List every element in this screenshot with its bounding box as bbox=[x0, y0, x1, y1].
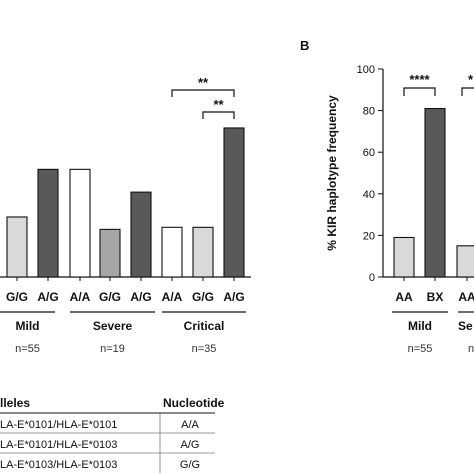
panel-a-chart: G/G A/G Mild n=55 A/A G/G A/G Severe n=19 A/A G/G A… bbox=[0, 75, 251, 355]
group-n-label: n=35 bbox=[192, 343, 217, 355]
significance-bracket bbox=[171, 89, 235, 97]
group-n-label: n=19 bbox=[100, 343, 125, 355]
significance-bracket bbox=[461, 87, 474, 96]
bar bbox=[424, 107, 446, 278]
category-label: G/G bbox=[99, 290, 121, 304]
allele-table: lleles Nucleotide LA-E*0101/HLA-E*0101 A… bbox=[0, 396, 225, 473]
table-row-1-alleles: LA-E*0101/HLA-E*0101 bbox=[0, 419, 117, 431]
group-label: Se bbox=[458, 319, 473, 333]
category-label: A/G bbox=[223, 290, 244, 304]
bar bbox=[223, 127, 245, 278]
significance-bracket bbox=[202, 111, 235, 119]
y-tick-label: 20 bbox=[363, 230, 375, 242]
y-tick-label: 0 bbox=[369, 272, 375, 284]
group-label: Mild bbox=[16, 319, 40, 333]
significance-label: * bbox=[468, 72, 474, 87]
category-label: A/A bbox=[70, 290, 91, 304]
y-tick-label: 40 bbox=[363, 189, 375, 201]
group-n-label: n bbox=[468, 343, 474, 355]
table-header-alleles: lleles bbox=[0, 396, 30, 410]
panel-b-chart: B % KIR haplotype frequency 0 20 40 60 80 100 AA… bbox=[300, 38, 474, 355]
bar bbox=[6, 216, 28, 278]
bar bbox=[99, 228, 121, 278]
group-n-label: n=55 bbox=[15, 343, 40, 355]
significance-label: **** bbox=[409, 72, 430, 87]
table-row-1-nucleotide: A/A bbox=[181, 419, 199, 431]
panel-label: B bbox=[300, 38, 309, 53]
bar bbox=[37, 168, 59, 278]
category-label: A/A bbox=[162, 290, 183, 304]
table-header-nucleotide: Nucleotide bbox=[163, 396, 225, 410]
bar bbox=[130, 191, 152, 278]
significance-label: ** bbox=[198, 75, 209, 90]
y-tick-label: 100 bbox=[357, 64, 375, 76]
significance-bracket bbox=[403, 87, 436, 96]
table-row-3-alleles: LA-E*0103/HLA-E*0103 bbox=[0, 459, 117, 471]
group-label: Mild bbox=[408, 319, 432, 333]
table-row-2-alleles: LA-E*0101/HLA-E*0103 bbox=[0, 439, 117, 451]
category-label: A/G bbox=[37, 290, 58, 304]
group-label: Critical bbox=[184, 319, 225, 333]
significance-label: ** bbox=[213, 97, 224, 112]
category-label: AA bbox=[458, 290, 474, 304]
group-n-label: n=55 bbox=[408, 343, 433, 355]
category-label: G/G bbox=[6, 290, 28, 304]
category-label: BX bbox=[427, 290, 444, 304]
bar bbox=[69, 168, 91, 278]
table-row-2-nucleotide: A/G bbox=[181, 439, 200, 451]
bar bbox=[456, 245, 474, 278]
category-label: A/G bbox=[130, 290, 151, 304]
bar bbox=[393, 236, 415, 278]
y-tick-label: 60 bbox=[363, 147, 375, 159]
category-label: AA bbox=[395, 290, 413, 304]
bar bbox=[192, 226, 214, 278]
table-row-3-nucleotide: G/G bbox=[180, 459, 200, 471]
category-label: G/G bbox=[192, 290, 214, 304]
y-tick-label: 80 bbox=[363, 106, 375, 118]
bar bbox=[161, 226, 183, 278]
y-axis-label: % KIR haplotype frequency bbox=[325, 95, 339, 251]
group-label: Severe bbox=[93, 319, 133, 333]
